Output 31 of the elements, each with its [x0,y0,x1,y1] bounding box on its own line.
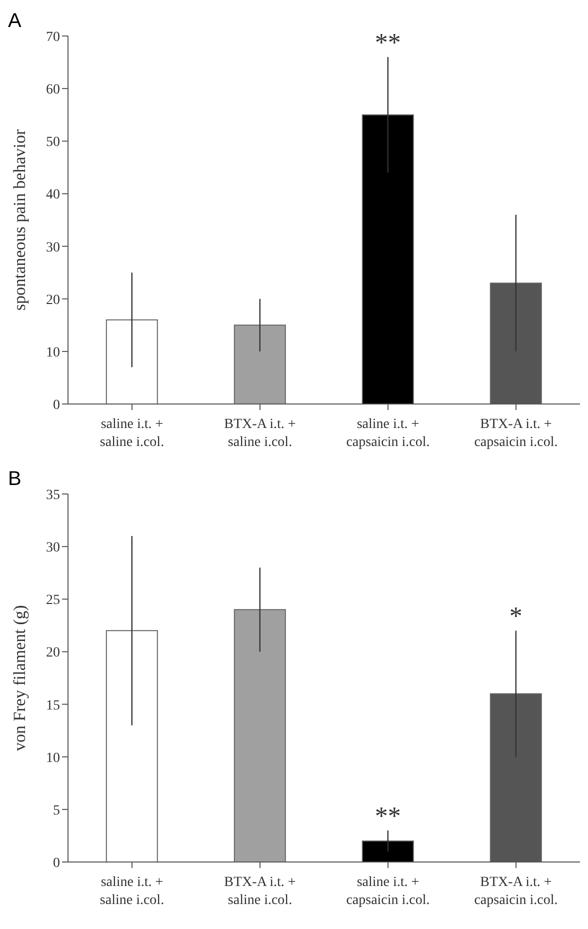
x-tick-label: saline i.t. + capsaicin i.col. [346,417,430,450]
y-tick-label: 70 [46,30,60,45]
x-tick-label: BTX-A i.t. + capsaicin i.col. [474,875,558,908]
chart-title: B [8,468,22,491]
y-tick-label: 0 [53,398,60,413]
y-tick-label: 10 [46,345,60,360]
x-tick-label: BTX-A i.t. + saline i.col. [224,875,296,908]
y-axis-title: spontaneous pain behavior [10,129,30,311]
data-label: ** [374,28,401,58]
y-tick-label: 35 [46,488,60,503]
chart-title: A [8,10,22,33]
data-label: ** [374,801,401,830]
y-tick-label: 50 [46,135,60,150]
y-tick-label: 15 [46,698,60,714]
data-label: * [509,602,522,631]
y-axis-title: von Frey filament (g) [10,605,30,751]
x-tick-label: saline i.t. + capsaicin i.col. [346,875,430,908]
y-tick-label: 0 [53,856,60,871]
y-tick-label: 40 [46,188,60,203]
y-tick-label: 60 [46,82,60,98]
y-tick-label: 20 [46,292,60,308]
x-tick-label: BTX-A i.t. + capsaicin i.col. [474,417,558,450]
x-tick-label: saline i.t. + saline i.col. [100,875,164,908]
y-tick-label: 10 [46,750,60,766]
y-tick-label: 30 [46,240,60,256]
y-tick-label: 30 [46,540,60,556]
y-tick-label: 5 [53,803,60,818]
x-tick-label: saline i.t. + saline i.col. [100,417,164,450]
y-tick-label: 20 [46,646,60,661]
x-tick-label: BTX-A i.t. + saline i.col. [224,417,296,450]
y-tick-label: 25 [46,593,60,608]
